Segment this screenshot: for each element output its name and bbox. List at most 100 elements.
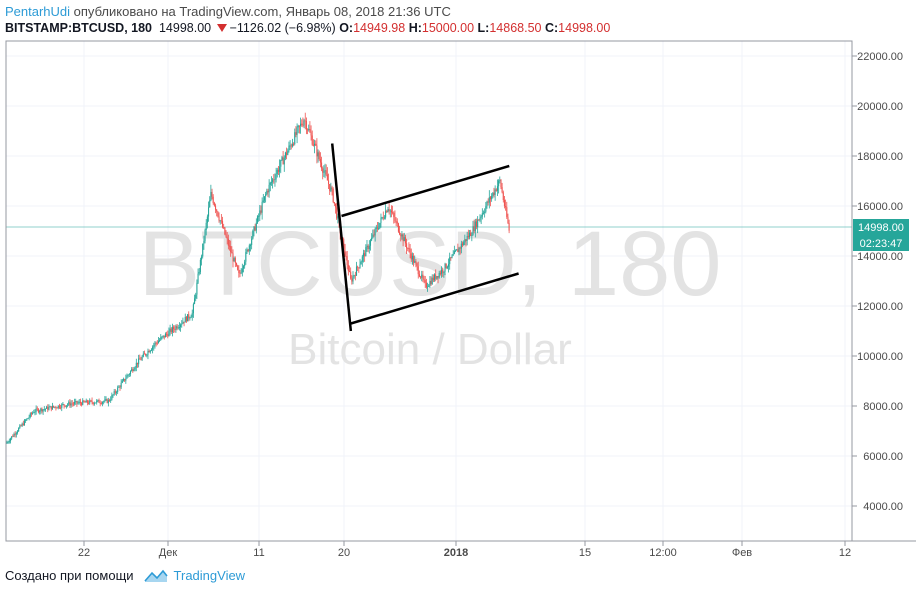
candle-body bbox=[498, 180, 500, 187]
candle-body bbox=[311, 135, 313, 145]
candle-body bbox=[478, 219, 480, 221]
candle-body bbox=[266, 190, 268, 195]
price-tick-label: 6000.00 bbox=[863, 451, 903, 463]
candle-body bbox=[465, 239, 467, 241]
candle-body bbox=[210, 191, 212, 201]
candle-body bbox=[247, 249, 249, 252]
candle-body bbox=[293, 143, 295, 145]
candle-body bbox=[148, 350, 150, 353]
candle-body bbox=[188, 314, 190, 319]
candle-body bbox=[14, 433, 16, 435]
last-price: 14998.00 bbox=[158, 21, 212, 35]
candle-body bbox=[64, 405, 66, 407]
candle-body bbox=[438, 272, 440, 278]
candle-body bbox=[99, 402, 101, 404]
candle-body bbox=[401, 234, 403, 237]
candle-body bbox=[310, 132, 312, 136]
candle-body bbox=[471, 235, 473, 236]
candle-body bbox=[492, 192, 494, 196]
candle-body bbox=[357, 266, 359, 268]
price-change: −1126.02 (−6.98%) bbox=[229, 21, 336, 35]
candle-body bbox=[226, 236, 228, 239]
candle-body bbox=[228, 245, 231, 247]
candle-body bbox=[209, 200, 211, 208]
candle-body bbox=[117, 387, 119, 393]
candle-body bbox=[16, 431, 19, 433]
candle-body bbox=[223, 227, 225, 229]
candle-body bbox=[347, 264, 349, 272]
candle-body bbox=[54, 406, 56, 408]
candle-body bbox=[162, 335, 164, 337]
candle-body bbox=[27, 418, 29, 419]
candle-body bbox=[390, 210, 392, 213]
candle-body bbox=[345, 255, 347, 257]
candle-body bbox=[418, 274, 420, 277]
candle-body bbox=[199, 259, 201, 272]
candle-body bbox=[457, 249, 459, 253]
candle-body bbox=[386, 210, 388, 213]
candle-body bbox=[283, 157, 285, 165]
candle-body bbox=[245, 252, 247, 262]
candle-body bbox=[75, 401, 77, 402]
candle-body bbox=[265, 194, 267, 197]
candle-body bbox=[502, 192, 504, 200]
price-axis[interactable]: 22000.00 20000.00 18000.00 16000.00 14000.00… bbox=[852, 51, 903, 513]
author-link[interactable]: PentarhUdi bbox=[5, 4, 71, 19]
candle-body bbox=[298, 125, 300, 127]
publish-info: опубликовано на TradingView.com, Январь … bbox=[70, 4, 451, 19]
candle-body bbox=[204, 229, 206, 242]
candle-body bbox=[44, 408, 46, 410]
candle-body bbox=[367, 245, 369, 249]
low-value: 14868.50 bbox=[489, 21, 542, 35]
candle-body bbox=[101, 402, 104, 404]
candle-body bbox=[249, 245, 252, 246]
candle-body bbox=[177, 327, 179, 329]
candle-body bbox=[461, 243, 464, 246]
candle-body bbox=[255, 222, 257, 231]
candle-body bbox=[202, 243, 204, 257]
candle-body bbox=[496, 186, 499, 191]
price-tick-label: 22000.00 bbox=[857, 51, 903, 63]
candle-body bbox=[166, 333, 168, 335]
candle-body bbox=[300, 123, 302, 127]
candle-body bbox=[414, 261, 416, 263]
candle-body bbox=[19, 425, 21, 429]
candle-body bbox=[291, 143, 293, 147]
trend-line[interactable] bbox=[341, 164, 510, 218]
candle-body bbox=[376, 227, 379, 229]
candle-body bbox=[317, 152, 319, 157]
candle-body bbox=[70, 403, 72, 406]
candle-body bbox=[219, 220, 221, 222]
candle-body bbox=[312, 144, 314, 146]
candle-body bbox=[479, 217, 481, 221]
candle-body bbox=[368, 245, 370, 249]
trend-line[interactable] bbox=[350, 272, 519, 325]
candle-body bbox=[277, 169, 279, 172]
candle-body bbox=[505, 206, 507, 208]
candle-body bbox=[408, 248, 410, 250]
trend-line[interactable] bbox=[330, 143, 353, 332]
time-axis[interactable]: 22 Дек 11 20 2018 15 12:00 Фев 12 bbox=[78, 541, 851, 559]
candle-body bbox=[23, 420, 26, 426]
candle-body bbox=[69, 402, 71, 406]
candle-body bbox=[297, 125, 299, 128]
time-tick-label: 11 bbox=[253, 547, 264, 559]
candle-body bbox=[40, 408, 42, 412]
symbol-label[interactable]: BITSTAMP:BTCUSD, 180 bbox=[5, 21, 153, 35]
candle-body bbox=[225, 234, 227, 237]
candle-body bbox=[21, 423, 23, 426]
candle-body bbox=[406, 243, 408, 249]
tradingview-link[interactable]: TradingView bbox=[173, 568, 246, 583]
candle-body bbox=[11, 436, 13, 439]
candle-body bbox=[174, 329, 176, 330]
candle-body bbox=[42, 409, 44, 412]
candle-body bbox=[181, 323, 183, 325]
trend-lines[interactable] bbox=[330, 143, 519, 332]
candle-body bbox=[168, 331, 170, 337]
candle-body bbox=[112, 394, 114, 396]
candle-body bbox=[488, 197, 490, 203]
candle-body bbox=[58, 405, 60, 408]
candle-body bbox=[63, 404, 65, 406]
candle-body bbox=[74, 401, 76, 404]
